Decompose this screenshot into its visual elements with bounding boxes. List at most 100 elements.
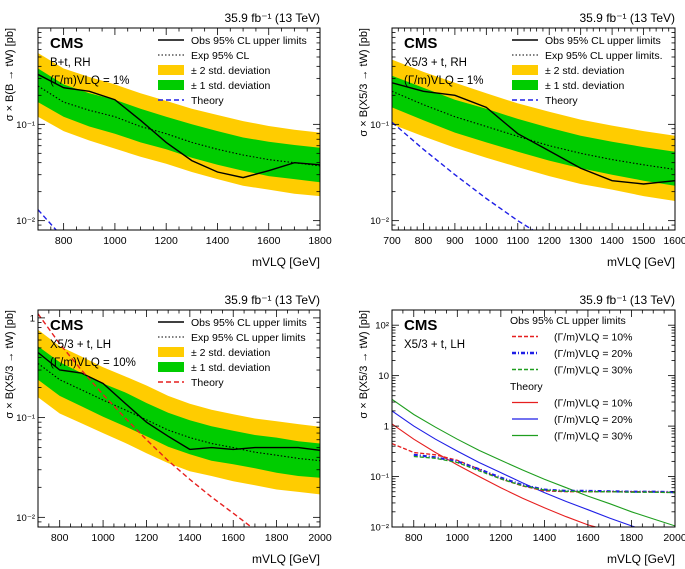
legend-label: Obs 95% CL upper limits — [545, 35, 661, 47]
legend-label: Theory — [191, 377, 224, 389]
legend-label: ± 2 std. deviation — [191, 347, 270, 359]
legend-label: ± 2 std. deviation — [191, 65, 270, 77]
x-tick-label: 1400 — [533, 532, 557, 544]
x-axis-label: mVLQ [GeV] — [607, 255, 675, 269]
legend-label: Exp 95% CL upper limits — [191, 332, 306, 344]
x-tick-label: 1200 — [155, 235, 179, 247]
x-tick-label: 1400 — [206, 235, 230, 247]
x-tick-label: 1800 — [308, 235, 332, 247]
y-tick-label: 10⁻¹ — [370, 120, 389, 131]
lumi-label: 35.9 fb⁻¹ (13 TeV) — [225, 11, 321, 25]
x-tick-label: 1600 — [257, 235, 281, 247]
y-tick-label: 10 — [378, 371, 389, 382]
x-tick-label: 1000 — [103, 235, 127, 247]
legend-1sigma-swatch — [158, 80, 184, 90]
y-tick-label: 10⁻¹ — [16, 413, 35, 424]
x-tick-label: 800 — [55, 235, 73, 247]
y-tick-label: 10⁻² — [370, 216, 389, 227]
panel-bottom-left: 800 1000 1200 1400 1600 1800 2000 10⁻² 10⁻¹ 1 mVLQ… — [4, 293, 332, 566]
x-tick-label: 1800 — [265, 532, 289, 544]
x-tick-label: 1000 — [475, 235, 499, 247]
legend-2sigma-swatch — [512, 65, 538, 75]
y-tick-label: 10⁻² — [16, 513, 35, 524]
process-label: X5/3 + t, LH — [50, 339, 111, 351]
y-tick-label: 1 — [384, 422, 389, 433]
cms-label: CMS — [404, 35, 437, 52]
legend-label: ± 1 std. deviation — [191, 80, 270, 92]
x-tick-label: 800 — [405, 532, 423, 544]
theory-line-2 — [392, 410, 637, 527]
x-tick-label: 1600 — [222, 532, 246, 544]
lumi-label: 35.9 fb⁻¹ (13 TeV) — [580, 11, 676, 25]
legend-label: Obs 95% CL upper limits — [191, 317, 307, 329]
process-label: X5/3 + t, LH — [404, 339, 465, 351]
panel-bottom-right: 800 1000 1200 1400 1600 1800 2000 10⁻² 10⁻¹ 1 10 10… — [358, 293, 685, 566]
panel-top-right: 700 800 900 1000 1100 1200 1300 1400 1500 1600 10⁻… — [358, 11, 685, 269]
width-label: (Γ/m)VLQ = 1% — [404, 75, 484, 87]
theory-line-3 — [392, 398, 675, 527]
plot-area — [38, 313, 320, 527]
x-tick-label: 1600 — [663, 235, 685, 247]
plot-area — [392, 59, 675, 230]
x-axis-label: mVLQ [GeV] — [252, 552, 320, 566]
process-label: X5/3 + t, RH — [404, 57, 467, 69]
x-tick-label: 1200 — [135, 532, 159, 544]
width-label: (Γ/m)VLQ = 10% — [50, 357, 136, 369]
x-tick-label: 900 — [446, 235, 464, 247]
legend-label: Theory — [545, 95, 578, 107]
x-tick-label: 1800 — [620, 532, 644, 544]
observed-line-2 — [413, 453, 675, 494]
observed-limit-line — [392, 82, 675, 185]
x-tick-label: 2000 — [308, 532, 332, 544]
cms-label: CMS — [50, 35, 83, 52]
y-tick-label: 10⁻² — [16, 216, 35, 227]
legend-label: Exp 95% CL upper limits. — [545, 50, 663, 62]
legend-2sigma-swatch — [158, 65, 184, 75]
cms-label: CMS — [50, 317, 83, 334]
legend-1sigma-swatch — [158, 362, 184, 372]
legend-label: Obs 95% CL upper limits — [191, 35, 307, 47]
observed-limit-line — [38, 73, 320, 179]
expected-limit-line — [38, 85, 320, 167]
lumi-label: 35.9 fb⁻¹ (13 TeV) — [225, 293, 321, 307]
x-tick-label: 800 — [51, 532, 69, 544]
y-tick-label: 1 — [30, 313, 35, 324]
x-tick-label: 1000 — [91, 532, 115, 544]
legend-obs-label: (Γ/m)VLQ = 20% — [554, 348, 632, 360]
y-axis-label: σ × B(B → tW) [pb] — [4, 28, 16, 121]
y-tick-label: 10⁻² — [370, 523, 389, 534]
x-tick-label: 1400 — [178, 532, 202, 544]
observed-line-1 — [392, 442, 675, 494]
x-axis-label: mVLQ [GeV] — [607, 552, 675, 566]
legend-theory-label: (Γ/m)VLQ = 30% — [554, 431, 632, 443]
plot-area — [392, 398, 675, 527]
legend-1sigma-swatch — [512, 80, 538, 90]
x-tick-label: 1400 — [600, 235, 624, 247]
legend-obs-title: Obs 95% CL upper limits — [510, 315, 626, 327]
legend-obs-label: (Γ/m)VLQ = 10% — [554, 332, 632, 344]
cms-label: CMS — [404, 317, 437, 334]
y-tick-label: 10² — [375, 321, 389, 332]
theory-line — [392, 121, 535, 230]
legend-theory-title: Theory — [510, 381, 543, 393]
process-label: B+t, RH — [50, 57, 91, 69]
y-axis-label: σ × B(X5/3 → tW) [pb] — [358, 28, 370, 137]
theory-line — [38, 209, 58, 230]
width-label: (Γ/m)VLQ = 1% — [50, 75, 130, 87]
legend-label: Exp 95% CL — [191, 50, 250, 62]
observed-line-3 — [413, 455, 675, 494]
x-tick-label: 1500 — [632, 235, 656, 247]
x-tick-label: 1300 — [569, 235, 593, 247]
plot-area — [38, 53, 320, 230]
x-tick-label: 1200 — [489, 532, 513, 544]
x-tick-label: 700 — [383, 235, 401, 247]
legend-label: ± 1 std. deviation — [191, 362, 270, 374]
y-tick-label: 10⁻¹ — [16, 120, 35, 131]
band-1sigma — [38, 346, 320, 478]
legend-theory-label: (Γ/m)VLQ = 10% — [554, 398, 632, 410]
theory-line-1 — [392, 423, 599, 527]
x-tick-label: 800 — [415, 235, 433, 247]
legend-theory-label: (Γ/m)VLQ = 20% — [554, 414, 632, 426]
x-tick-label: 1600 — [576, 532, 600, 544]
